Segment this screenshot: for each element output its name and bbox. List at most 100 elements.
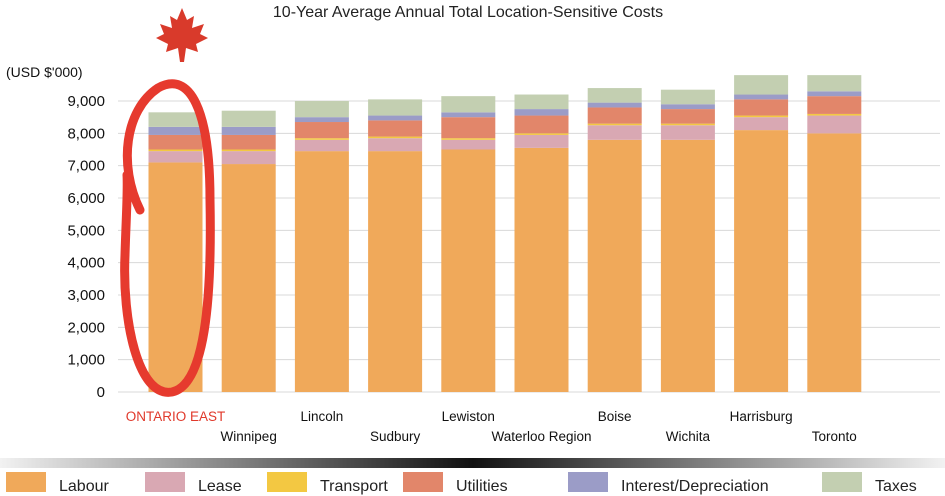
bar-segment xyxy=(587,125,642,140)
x-tick-label: Harrisburg xyxy=(730,409,793,424)
bar-segment xyxy=(294,117,349,123)
bar-segment xyxy=(441,139,496,150)
bar-segment xyxy=(294,122,349,139)
bar-segment xyxy=(148,112,203,127)
bar-segment xyxy=(294,138,349,140)
chart-title: 10-Year Average Annual Total Location-Se… xyxy=(273,4,663,21)
bar-segment xyxy=(441,96,496,113)
bar-segment xyxy=(807,96,862,114)
bar-segment xyxy=(734,115,789,118)
x-tick-label: Sudbury xyxy=(370,429,421,444)
bar-segment xyxy=(734,75,789,95)
legend-swatch xyxy=(568,472,608,492)
y-tick-label: 2,000 xyxy=(67,319,105,336)
bar-segment xyxy=(294,139,349,152)
y-axis-label: (USD $'000) xyxy=(6,64,83,80)
bar-segment xyxy=(807,91,862,97)
bar-segment xyxy=(148,151,203,163)
x-tick-label: Waterloo Region xyxy=(491,429,591,444)
bar-segment xyxy=(514,147,569,392)
bar-segment xyxy=(368,115,423,121)
bar-segment xyxy=(368,120,423,137)
legend-label: Utilities xyxy=(456,478,508,495)
legend-band xyxy=(0,458,945,468)
legend: Labour Lease Transport Utilities Interest/De… xyxy=(6,472,917,495)
bar-segment xyxy=(587,139,642,392)
bar-segment xyxy=(441,117,496,139)
x-tick-label: Boise xyxy=(598,409,632,424)
y-tick-label: 8,000 xyxy=(67,125,105,142)
bar-segment xyxy=(587,107,642,124)
legend-swatch xyxy=(822,472,862,492)
bar-segment xyxy=(441,138,496,140)
bar-segment xyxy=(294,101,349,118)
x-tick-label: Winnipeg xyxy=(221,429,277,444)
y-tick-label: 6,000 xyxy=(67,190,105,207)
bar-segment xyxy=(514,115,569,134)
y-tick-label: 1,000 xyxy=(67,352,105,369)
bar-segment xyxy=(148,149,203,152)
bar-segment xyxy=(660,89,715,105)
y-tick-label: 0 xyxy=(97,384,105,401)
bar-segment xyxy=(807,133,862,393)
bar-segment xyxy=(148,162,203,392)
legend-label: Interest/Depreciation xyxy=(621,478,769,495)
bar-segment xyxy=(807,115,862,134)
bar-segment xyxy=(807,75,862,92)
bar-segment xyxy=(660,125,715,140)
bar-segment xyxy=(734,117,789,131)
legend-label: Transport xyxy=(320,478,388,495)
bar-segment xyxy=(221,151,276,165)
legend-label: Lease xyxy=(198,478,242,495)
bar-segment xyxy=(148,126,203,135)
bar-segment xyxy=(660,139,715,392)
highlight-circle xyxy=(120,79,215,397)
bar-segment xyxy=(514,133,569,135)
bar-segment xyxy=(734,94,789,100)
bar-segment xyxy=(221,149,276,152)
x-tick-label: Toronto xyxy=(812,429,857,444)
bar-segment xyxy=(148,134,203,150)
bar-segment xyxy=(514,109,569,116)
y-axis-ticks: 0 1,000 2,000 3,000 4,000 5,000 6,000 7,000 8,00… xyxy=(67,93,105,401)
y-tick-label: 7,000 xyxy=(67,158,105,175)
bars xyxy=(148,75,862,393)
bar-segment xyxy=(441,149,496,392)
bar-segment xyxy=(221,126,276,135)
bar-segment xyxy=(807,113,862,116)
x-tick-label: Lewiston xyxy=(442,409,495,424)
legend-swatch xyxy=(145,472,185,492)
maple-leaf-icon xyxy=(156,8,208,62)
legend-swatch xyxy=(403,472,443,492)
legend-label: Taxes xyxy=(875,478,917,495)
y-tick-label: 9,000 xyxy=(67,93,105,110)
bar-segment xyxy=(368,99,423,116)
legend-label: Labour xyxy=(59,478,109,495)
bar-segment xyxy=(368,136,423,139)
bar-segment xyxy=(660,104,715,110)
bar-segment xyxy=(660,109,715,124)
x-tick-label: Lincoln xyxy=(301,409,344,424)
x-axis-ticks: ONTARIO EAST Winnipeg Lincoln Sudbury Lewist… xyxy=(126,409,857,444)
bar-segment xyxy=(660,123,715,126)
bar-segment xyxy=(368,138,423,152)
bar-segment xyxy=(587,88,642,103)
bar-segment xyxy=(221,110,276,127)
bar-segment xyxy=(734,130,789,392)
y-tick-label: 5,000 xyxy=(67,222,105,239)
x-tick-label: Wichita xyxy=(666,429,711,444)
bar-segment xyxy=(368,151,423,392)
bar-segment xyxy=(221,164,276,392)
bar-segment xyxy=(587,123,642,126)
bar-segment xyxy=(734,99,789,116)
y-tick-label: 4,000 xyxy=(67,255,105,272)
legend-swatch xyxy=(6,472,46,492)
bar-segment xyxy=(514,134,569,148)
bar-segment xyxy=(294,151,349,392)
legend-swatch xyxy=(267,472,307,492)
bar-segment xyxy=(441,112,496,118)
x-tick-label: ONTARIO EAST xyxy=(126,409,226,424)
y-tick-label: 3,000 xyxy=(67,287,105,304)
bar-segment xyxy=(221,134,276,150)
